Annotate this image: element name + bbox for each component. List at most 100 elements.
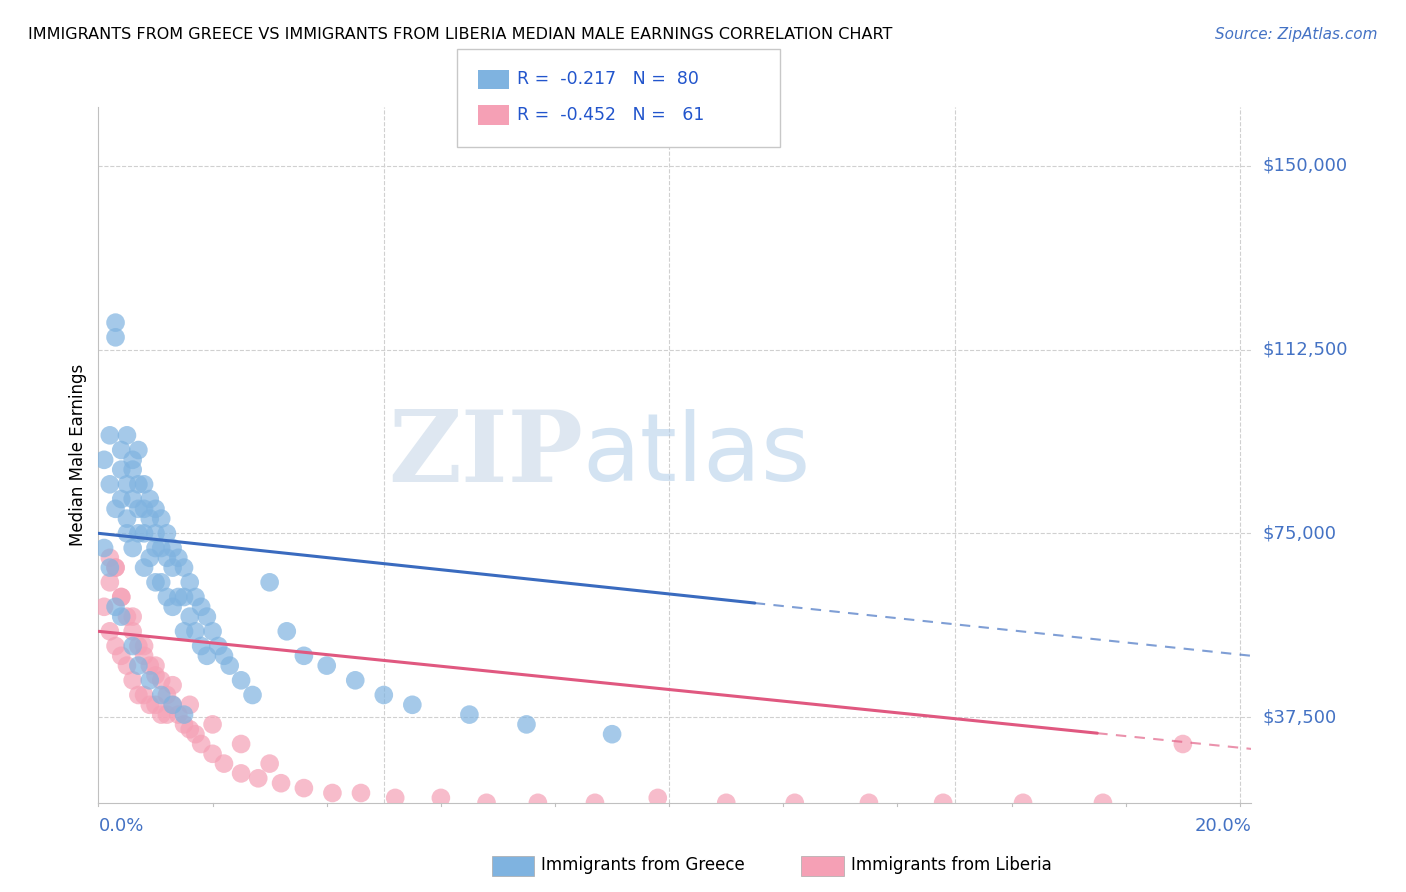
Point xyxy=(207,639,229,653)
Point xyxy=(121,624,143,639)
Point xyxy=(932,796,955,810)
Point xyxy=(583,796,606,810)
Point xyxy=(259,575,281,590)
Point xyxy=(110,609,132,624)
Point xyxy=(179,698,201,712)
Point xyxy=(98,624,121,639)
Point xyxy=(173,624,195,639)
Point xyxy=(121,491,143,506)
Point xyxy=(98,560,121,574)
Point xyxy=(1171,737,1194,751)
Point xyxy=(384,791,406,805)
Point xyxy=(156,550,179,565)
Point xyxy=(373,688,395,702)
Point xyxy=(104,560,127,574)
Text: $150,000: $150,000 xyxy=(1263,157,1347,175)
Point xyxy=(132,648,155,663)
Point xyxy=(98,477,121,491)
Point xyxy=(716,796,738,810)
Point xyxy=(110,443,132,458)
Point xyxy=(93,452,115,467)
Point xyxy=(139,673,162,688)
Point xyxy=(162,698,184,712)
Point xyxy=(162,678,184,692)
Point xyxy=(647,791,669,805)
Point xyxy=(292,648,315,663)
Point xyxy=(127,443,149,458)
Point xyxy=(121,639,143,653)
Point xyxy=(212,756,235,771)
Point xyxy=(167,550,190,565)
Point xyxy=(195,609,218,624)
Point xyxy=(132,560,155,574)
Point xyxy=(527,796,550,810)
Text: Immigrants from Liberia: Immigrants from Liberia xyxy=(851,856,1052,874)
Point xyxy=(110,590,132,604)
Text: Immigrants from Greece: Immigrants from Greece xyxy=(541,856,745,874)
Point xyxy=(292,781,315,796)
Point xyxy=(115,511,138,525)
Point xyxy=(247,772,270,786)
Point xyxy=(259,756,281,771)
Text: $37,500: $37,500 xyxy=(1263,708,1337,726)
Point xyxy=(173,717,195,731)
Point xyxy=(401,698,423,712)
Point xyxy=(145,526,167,541)
Point xyxy=(121,452,143,467)
Point xyxy=(93,541,115,555)
Point xyxy=(600,727,623,741)
Point xyxy=(98,428,121,442)
Point xyxy=(430,791,453,805)
Point xyxy=(190,599,212,614)
Y-axis label: Median Male Earnings: Median Male Earnings xyxy=(69,364,87,546)
Point xyxy=(139,511,162,525)
Text: 0.0%: 0.0% xyxy=(98,817,143,836)
Point xyxy=(150,511,173,525)
Point xyxy=(115,428,138,442)
Point xyxy=(156,590,179,604)
Point xyxy=(121,541,143,555)
Point xyxy=(156,707,179,722)
Point xyxy=(179,575,201,590)
Point xyxy=(270,776,292,790)
Point xyxy=(132,688,155,702)
Point xyxy=(184,590,207,604)
Point xyxy=(104,560,127,574)
Point xyxy=(1091,796,1114,810)
Point xyxy=(145,668,167,682)
Point xyxy=(127,639,149,653)
Point xyxy=(115,609,138,624)
Point xyxy=(162,599,184,614)
Point xyxy=(858,796,880,810)
Point xyxy=(179,609,201,624)
Point xyxy=(195,648,218,663)
Point xyxy=(458,707,481,722)
Point xyxy=(350,786,373,800)
Point xyxy=(229,766,252,780)
Point xyxy=(184,624,207,639)
Point xyxy=(127,526,149,541)
Point xyxy=(190,639,212,653)
Point xyxy=(132,501,155,516)
Point xyxy=(150,707,173,722)
Point xyxy=(110,462,132,476)
Point xyxy=(150,673,173,688)
Point xyxy=(127,477,149,491)
Text: $112,500: $112,500 xyxy=(1263,341,1348,359)
Point xyxy=(315,658,337,673)
Point xyxy=(156,526,179,541)
Point xyxy=(145,698,167,712)
Point xyxy=(115,658,138,673)
Point xyxy=(132,477,155,491)
Point xyxy=(242,688,264,702)
Point xyxy=(179,723,201,737)
Point xyxy=(145,541,167,555)
Point xyxy=(139,658,162,673)
Point xyxy=(145,501,167,516)
Point xyxy=(167,707,190,722)
Point xyxy=(190,737,212,751)
Text: Source: ZipAtlas.com: Source: ZipAtlas.com xyxy=(1215,27,1378,42)
Point xyxy=(139,491,162,506)
Point xyxy=(132,526,155,541)
Point xyxy=(344,673,367,688)
